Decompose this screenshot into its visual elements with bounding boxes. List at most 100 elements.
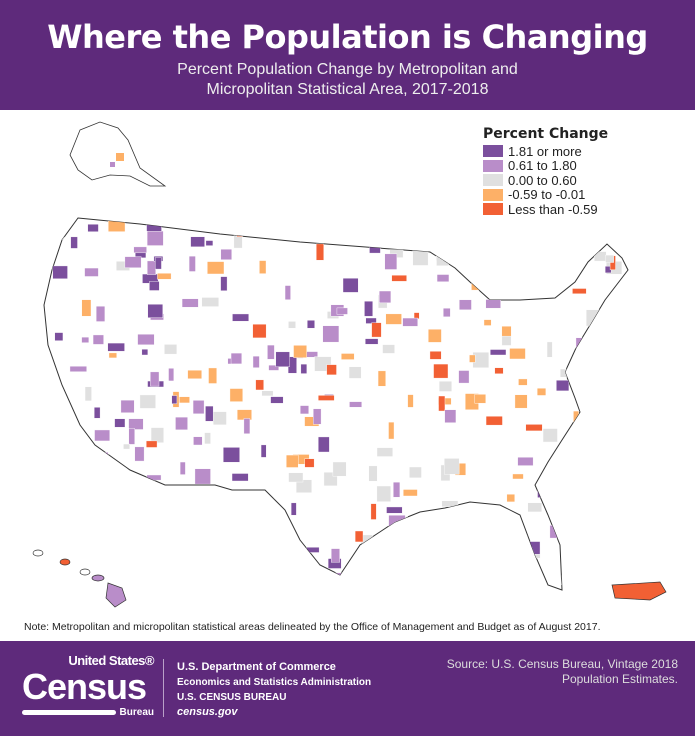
statistical-area	[259, 260, 267, 274]
statistical-area	[470, 265, 486, 274]
statistical-area	[165, 528, 183, 542]
legend-item: 1.81 or more	[483, 144, 608, 159]
statistical-area	[99, 455, 107, 468]
statistical-area	[53, 454, 69, 469]
statistical-area	[150, 371, 160, 387]
statistical-area	[133, 246, 147, 254]
statistical-area	[214, 495, 225, 509]
statistical-area	[230, 352, 242, 365]
statistical-area	[264, 551, 279, 562]
statistical-area	[229, 388, 243, 402]
statistical-area	[514, 394, 528, 409]
statistical-area	[418, 220, 429, 235]
statistical-area	[265, 498, 275, 510]
statistical-area	[556, 380, 570, 392]
statistical-area	[294, 573, 312, 590]
legend-item: 0.61 to 1.80	[483, 158, 608, 173]
statistical-area	[81, 299, 92, 317]
statistical-area	[255, 379, 264, 391]
statistical-area	[149, 281, 160, 291]
statistical-area	[167, 577, 174, 590]
statistical-area	[107, 342, 125, 352]
statistical-area	[316, 243, 324, 261]
statistical-area	[306, 547, 320, 553]
statistical-area	[413, 578, 427, 585]
website-link[interactable]: census.gov	[177, 706, 238, 718]
statistical-area	[585, 456, 598, 467]
statistical-area	[147, 260, 156, 275]
statistical-area	[286, 454, 299, 468]
statistical-area	[280, 522, 291, 534]
statistical-area	[128, 418, 144, 430]
statistical-area	[594, 417, 604, 423]
legend-label: -0.59 to -0.01	[508, 187, 586, 203]
statistical-area	[63, 489, 70, 505]
statistical-area	[146, 500, 164, 511]
statistical-area	[252, 323, 267, 339]
statistical-area	[134, 446, 145, 462]
statistical-area	[349, 401, 362, 408]
statistical-area	[526, 241, 541, 252]
statistical-area	[577, 494, 587, 510]
statistical-area	[128, 428, 135, 445]
statistical-area	[525, 585, 540, 590]
statistical-area	[146, 474, 162, 481]
statistical-area	[46, 237, 53, 252]
statistical-area	[589, 339, 603, 355]
statistical-area	[604, 515, 611, 525]
statistical-area	[433, 363, 449, 379]
statistical-area	[233, 231, 243, 249]
statistical-area	[332, 461, 347, 477]
statistical-area	[440, 525, 447, 535]
statistical-area	[124, 256, 142, 268]
statistical-area	[426, 231, 437, 249]
statistical-area	[601, 491, 616, 508]
statistical-area	[111, 541, 119, 557]
statistical-area	[154, 257, 162, 270]
statistical-area	[141, 348, 149, 356]
statistical-area	[167, 510, 174, 522]
statistical-area	[444, 409, 457, 423]
statistical-area	[559, 368, 577, 378]
statistical-area	[512, 473, 524, 480]
statistical-area	[231, 473, 249, 482]
statistical-area	[252, 355, 260, 368]
statistical-area	[560, 233, 576, 250]
statistical-area	[210, 512, 218, 525]
statistical-area	[385, 313, 402, 325]
statistical-area	[365, 317, 377, 324]
statistical-area	[192, 400, 205, 415]
statistical-area	[190, 236, 205, 248]
dept-sub: Economics and Statistics Administration	[177, 677, 372, 688]
statistical-area	[490, 349, 507, 356]
statistical-area	[557, 488, 572, 503]
statistical-area	[192, 507, 205, 515]
statistical-area	[407, 394, 414, 408]
census-logo: United States® Census Bureau	[22, 653, 154, 719]
statistical-area	[391, 274, 407, 282]
statistical-area	[611, 477, 627, 487]
legend-swatch	[483, 159, 503, 172]
statistical-area	[577, 518, 584, 528]
statistical-area	[228, 517, 240, 527]
header-banner: Where the Population is Changing Percent…	[0, 0, 695, 110]
footer: United States® Census Bureau U.S. Depart…	[0, 641, 695, 736]
statistical-area	[205, 240, 214, 246]
statistical-area	[207, 261, 225, 275]
statistical-area	[284, 285, 291, 300]
statistical-area	[609, 434, 627, 441]
statistical-area	[164, 575, 173, 588]
statistical-area	[516, 535, 528, 545]
statistical-area	[571, 245, 587, 254]
legend-swatch	[483, 188, 503, 201]
statistical-area	[87, 224, 99, 232]
statistical-area	[185, 527, 192, 545]
statistical-area	[266, 567, 284, 582]
statistical-area	[459, 524, 472, 541]
statistical-area	[458, 370, 470, 384]
subtitle: Percent Population Change by Metropolita…	[0, 60, 695, 100]
statistical-area	[585, 520, 595, 536]
statistical-area	[509, 348, 526, 360]
statistical-area	[618, 453, 626, 468]
subtitle-line-2: Micropolitan Statistical Area, 2017-2018	[206, 81, 489, 98]
